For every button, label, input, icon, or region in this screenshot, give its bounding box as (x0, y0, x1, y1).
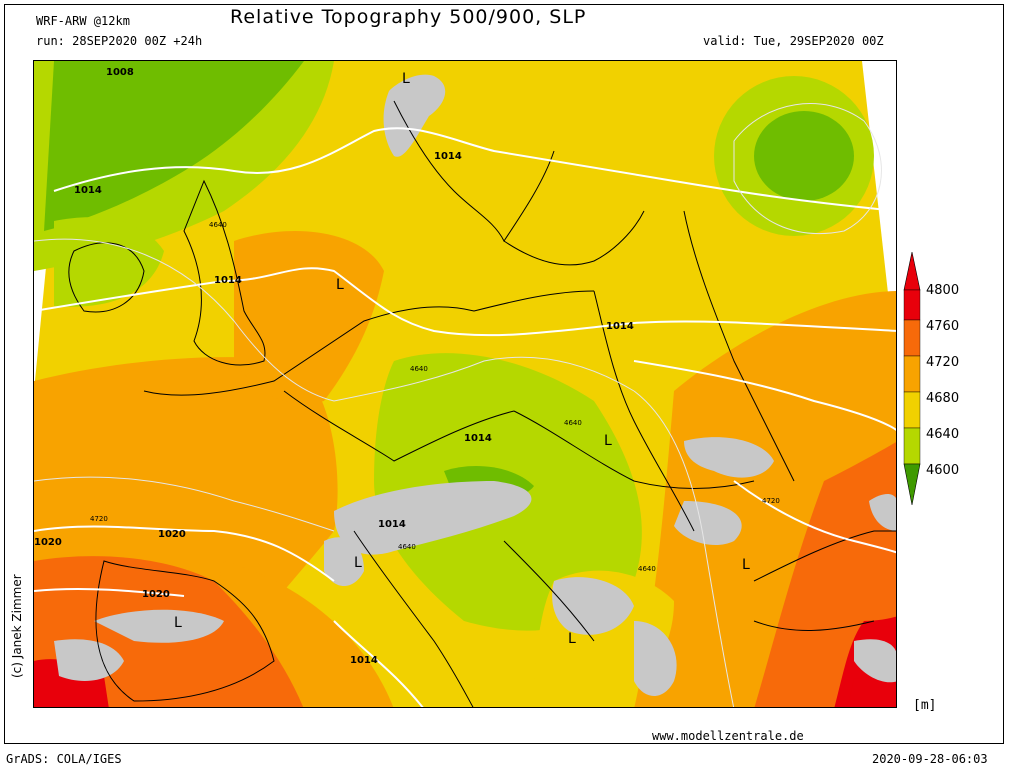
thickness-1 (34, 238, 335, 402)
run-label: run: 28SEP2020 00Z +24h (36, 34, 203, 48)
low-center: L (336, 277, 344, 293)
author-credit: (c) Janek Zimmer (10, 574, 24, 678)
terrain-transylvania (674, 501, 742, 546)
field-4600-atlantic (44, 61, 304, 231)
isobar-labels: 1008 1014 1014 1014 1014 1014 1014 1014 … (34, 67, 634, 666)
coast-scandinavia (393, 100, 555, 242)
isobar-label: 1014 (74, 185, 102, 196)
thickness-label: 4640 (638, 565, 656, 573)
terrain-scandinavia (383, 74, 446, 157)
coast-adriatic (503, 540, 595, 642)
low-center: L (402, 71, 410, 87)
isobar-1014-north (53, 127, 896, 212)
low-center: L (742, 557, 750, 573)
coastlines (68, 100, 896, 707)
thickness-4 (633, 390, 735, 707)
terrain-greece (634, 621, 677, 696)
colorbar-top-arrow (903, 251, 921, 291)
model-label: WRF-ARW @12km (36, 14, 130, 28)
thickness-label: 4640 (410, 365, 428, 373)
low-pressure-centers: L L L L L L L L (174, 71, 750, 647)
isobar-label: 1020 (34, 537, 62, 548)
colorbar-band-4720 (903, 355, 921, 393)
low-center: L (354, 555, 362, 571)
colorbar-label-4720: 4720 (926, 355, 960, 370)
coast-black-sea-south (753, 620, 875, 631)
low-center: L (174, 615, 182, 631)
border-3 (593, 290, 695, 532)
thickness-labels: 4640 4640 4640 4640 4720 4720 4640 (90, 221, 780, 573)
low-center: L (568, 631, 576, 647)
terrain-alps-west (324, 537, 364, 586)
border-1 (283, 390, 515, 462)
colorbar-label-4600: 4600 (926, 463, 960, 478)
thickness-label: 4720 (762, 497, 780, 505)
isobar-1020 (34, 525, 335, 582)
colorbar-label-4640: 4640 (926, 427, 960, 442)
coast-baltic (503, 210, 645, 266)
field-4600-russia (754, 111, 854, 201)
colorbar (903, 251, 921, 506)
isobars (34, 127, 896, 707)
coast-iberia (95, 560, 275, 702)
terrain-masks (54, 74, 896, 696)
weather-map: 1008 1014 1014 1014 1014 1014 1014 1014 … (33, 60, 897, 708)
isobar-label: 1020 (158, 529, 186, 540)
colorbar-label-4760: 4760 (926, 319, 960, 334)
low-center: L (604, 433, 612, 449)
terrain-carpathians (684, 437, 774, 478)
colorbar-bottom-arrow (903, 463, 921, 506)
coast-uk (183, 179, 266, 366)
isobar-label: 1014 (214, 275, 242, 286)
software-label: GrADS: COLA/IGES (6, 752, 122, 766)
coast-continent (143, 290, 595, 396)
thickness-5 (733, 103, 882, 235)
border-2 (513, 410, 755, 489)
terrain-alps (334, 481, 532, 555)
terrain-anatolia (854, 639, 896, 683)
thickness-label: 4640 (209, 221, 227, 229)
isobar-1014-south (333, 620, 424, 707)
border-4 (683, 210, 795, 482)
timestamp-label: 2020-09-28-06:03 (872, 752, 988, 766)
colorbar-band-4760 (903, 319, 921, 357)
isobar-1014-central (34, 267, 896, 337)
website-label: www.modellzentrale.de (652, 729, 804, 743)
isobar-label: 1008 (106, 67, 134, 78)
colorbar-label-4680: 4680 (926, 391, 960, 406)
terrain-pyrenees (94, 609, 224, 643)
isobar-east-2 (733, 480, 896, 554)
isobar-label: 1014 (350, 655, 378, 666)
colorbar-label-4800: 4800 (926, 283, 960, 298)
colorbar-band-4800 (903, 289, 921, 321)
figure-frame (4, 4, 1004, 744)
thickness-label: 4640 (398, 543, 416, 551)
terrain-caucasus (869, 494, 896, 531)
isobar-label: 1014 (464, 433, 492, 444)
isobar-label: 1020 (142, 589, 170, 600)
isobar-label: 1014 (606, 321, 634, 332)
thickness-label: 4720 (90, 515, 108, 523)
map-canvas: 1008 1014 1014 1014 1014 1014 1014 1014 … (34, 61, 896, 707)
chart-title: Relative Topography 500/900, SLP (230, 6, 587, 28)
coast-italy (353, 530, 474, 707)
unit-label: [m] (913, 698, 937, 713)
isobar-1020-b (34, 587, 185, 597)
colorbar-band-4640 (903, 427, 921, 465)
thickness-3 (34, 476, 335, 532)
coast-ireland (68, 242, 145, 313)
thickness-contours (34, 103, 882, 707)
thickness-2 (333, 356, 635, 402)
isobar-label: 1014 (434, 151, 462, 162)
terrain-balkans (552, 577, 634, 635)
valid-label: valid: Tue, 29SEP2020 00Z (703, 34, 884, 48)
colorbar-band-4680 (903, 391, 921, 429)
thickness-label: 4640 (564, 419, 582, 427)
coast-blacksea (753, 530, 896, 582)
isobar-1014-east (633, 360, 896, 431)
isobar-label: 1014 (378, 519, 406, 530)
